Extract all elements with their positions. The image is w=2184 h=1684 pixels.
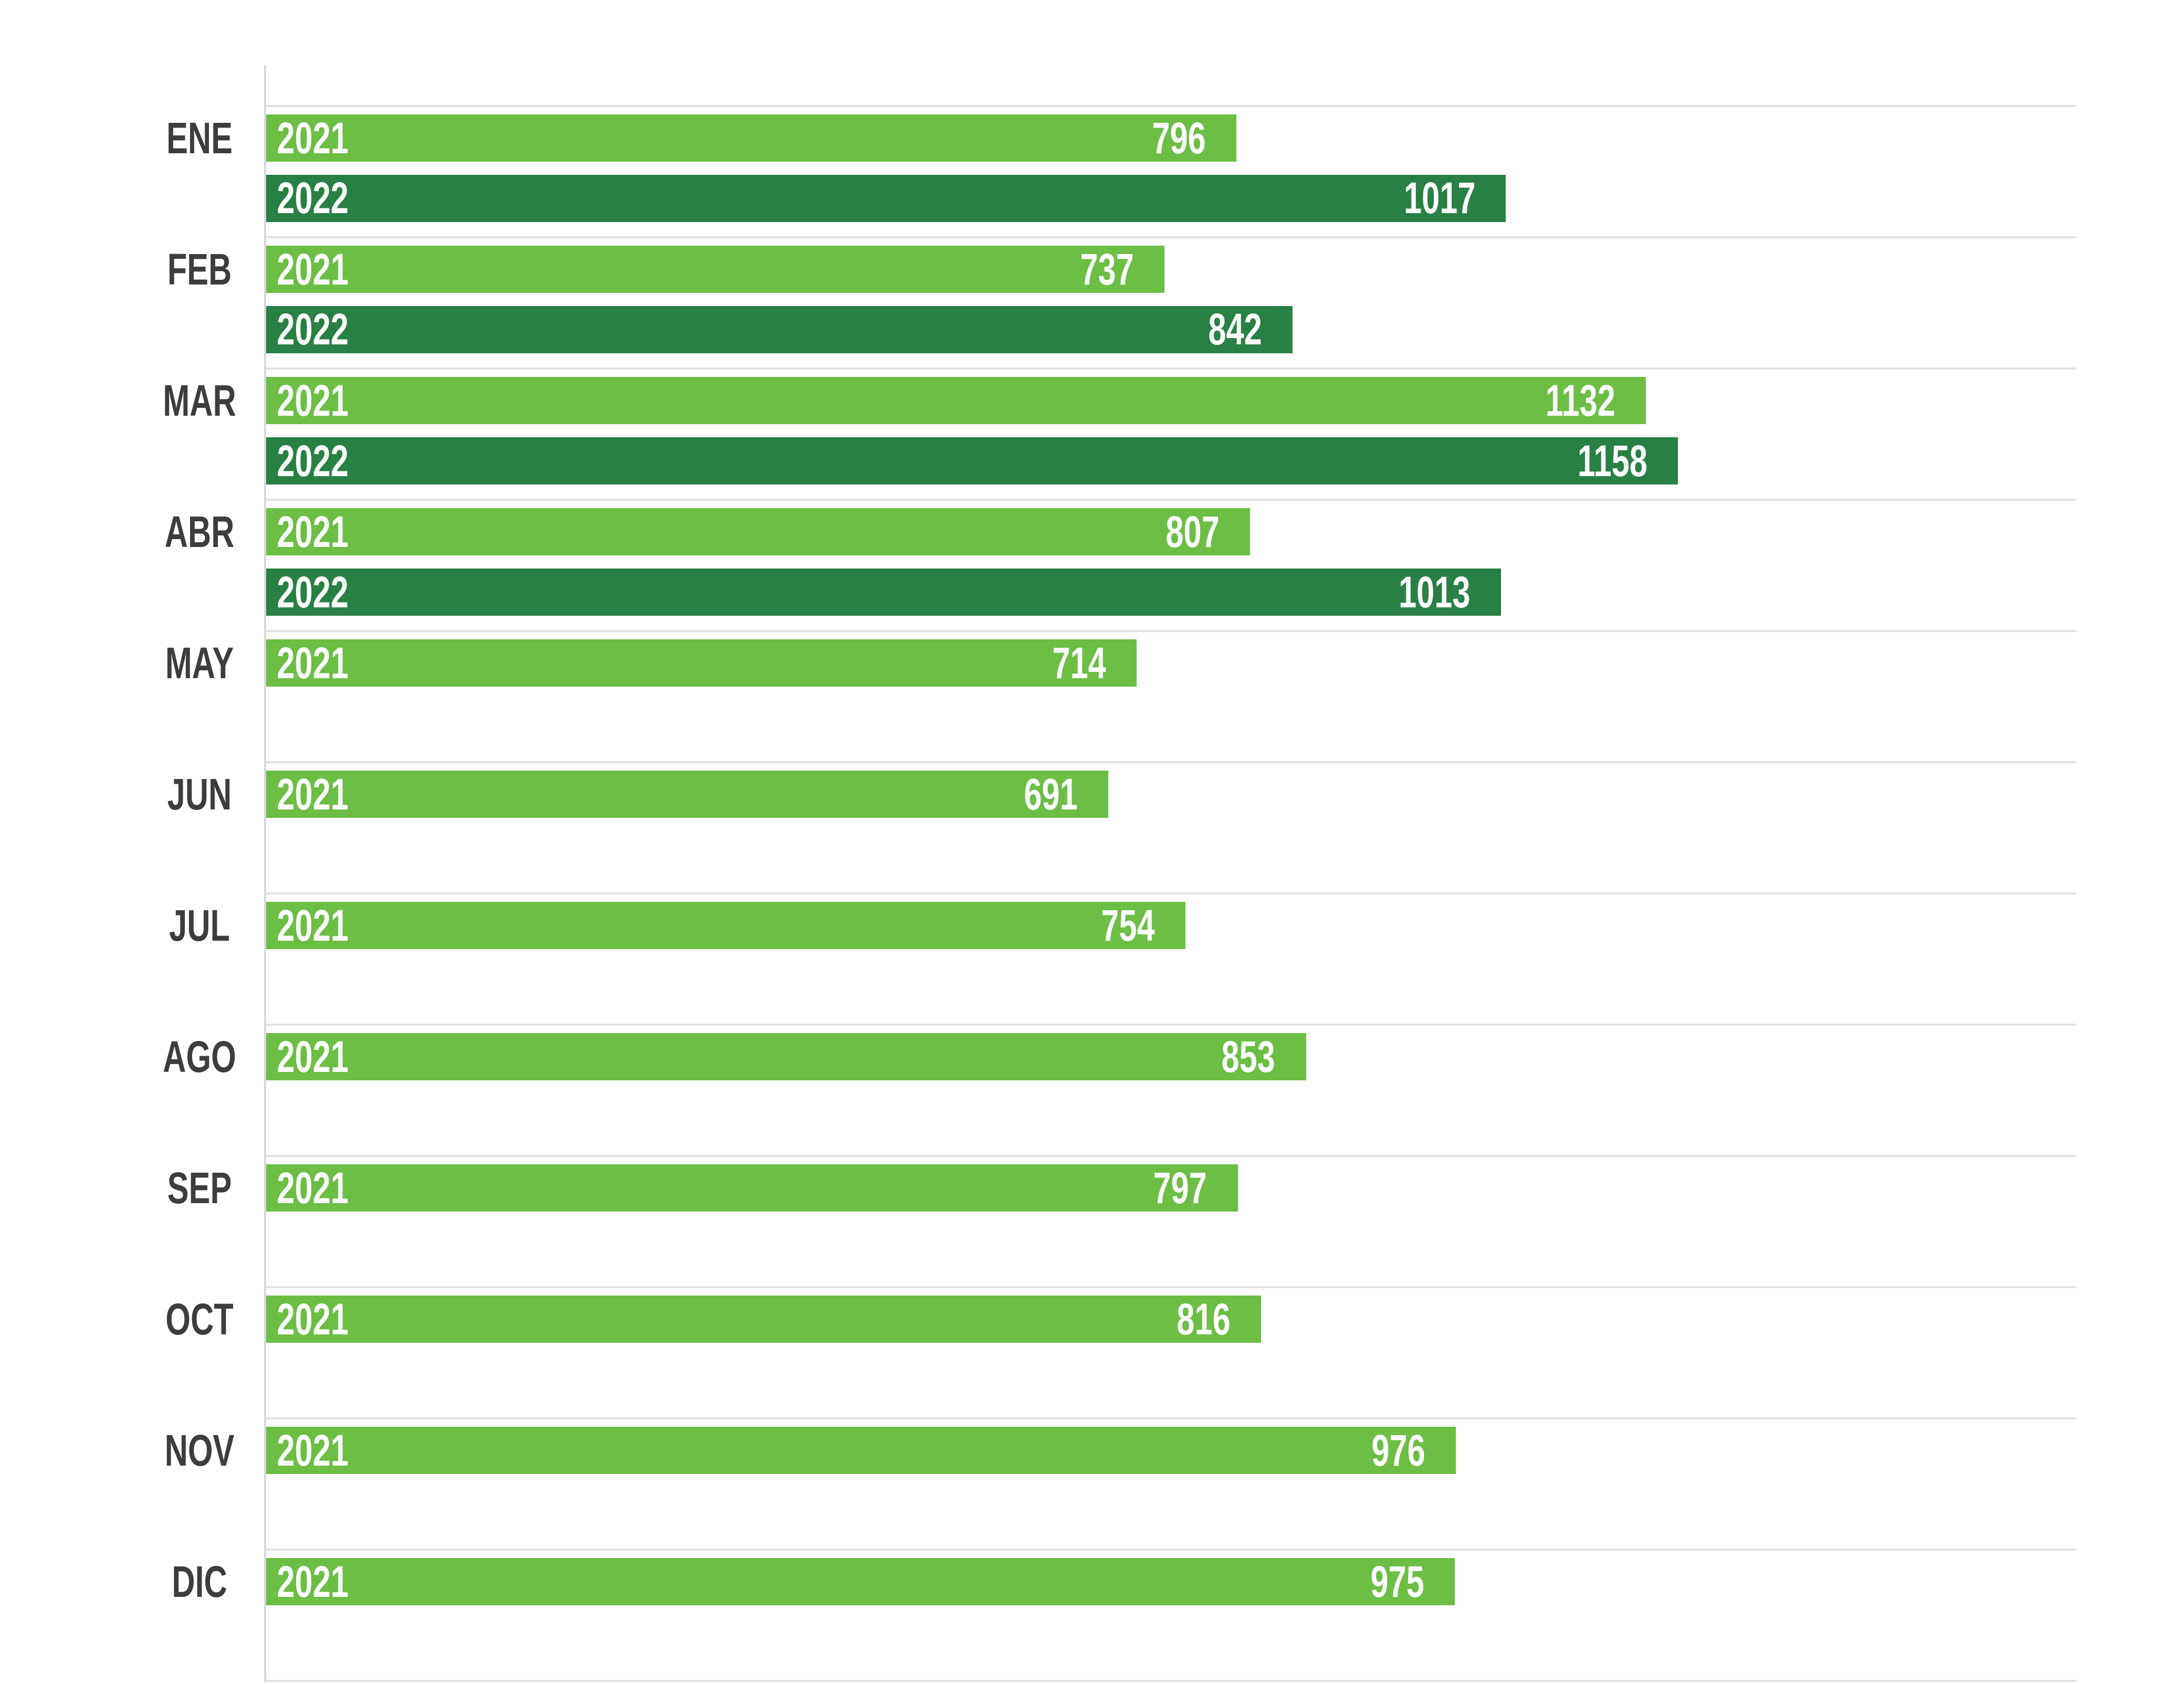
month-row: SEP 2021 797 [167,1155,2077,1286]
bar-value-label: 975 [1370,1556,1424,1606]
y-axis-month-label: ABR [164,507,235,556]
bar-value-label: 1013 [1399,567,1471,617]
bar-2022: 2022 1158 [266,436,1678,486]
y-axis-month-label: FEB [167,244,232,294]
month-row: AGO 2021 853 [163,1024,2077,1155]
bar-value-label: 797 [1153,1163,1208,1213]
month-row: JUN 2021 691 [167,761,2077,892]
bar-2021: 2021 807 [266,507,1250,556]
bar-value-label: 737 [1080,244,1134,294]
bar-2021: 2021 1132 [266,375,1646,425]
bar-series-year-label: 2021 [277,1556,349,1606]
bar-value-label: 976 [1371,1425,1425,1475]
month-row: JUL 2021 754 [169,892,2077,1024]
month-row: DIC 2021 975 [172,1549,2077,1680]
y-axis-month-label: MAY [165,638,234,688]
month-row: ABR 2021 807 2022 1013 [165,499,2077,630]
y-axis-month-label: DIC [172,1556,227,1606]
y-axis-month-label: AGO [163,1032,236,1081]
bar-series-year-label: 2021 [277,769,349,819]
y-axis-line [264,65,267,1683]
bar-2021: 2021 853 [266,1032,1306,1081]
bar-series-year-label: 2021 [277,507,349,556]
bar-value-label: 796 [1152,113,1206,163]
bar-series-year-label: 2021 [277,1032,349,1081]
bar-series-year-label: 2021 [277,113,349,163]
bar-value-label: 1158 [1577,436,1647,486]
y-axis-month-label: MAR [163,375,236,425]
bar-2021: 2021 975 [266,1556,1455,1606]
bar-2021: 2021 714 [266,638,1137,688]
bar-series-year-label: 2021 [277,1425,349,1475]
bar-series-year-label: 2021 [277,375,349,425]
y-axis-month-label: JUL [169,900,230,950]
bar-value-label: 714 [1052,638,1106,688]
month-row: OCT 2021 816 [165,1286,2077,1417]
y-axis-month-label: JUN [167,769,232,819]
bar-series-year-label: 2022 [277,436,349,486]
bar-value-label: 853 [1221,1032,1276,1081]
bar-series-year-label: 2021 [277,244,349,294]
bar-2021: 2021 816 [266,1294,1261,1344]
bar-2021: 2021 797 [266,1163,1238,1213]
bar-2021: 2021 796 [266,113,1237,163]
bar-value-label: 691 [1024,769,1078,819]
bar-value-label: 754 [1101,900,1155,950]
bar-2021: 2021 691 [266,769,1109,819]
y-axis-month-label: OCT [165,1294,234,1344]
bar-2021: 2021 976 [266,1425,1456,1475]
y-axis-month-label: NOV [164,1425,235,1475]
bar-series-year-label: 2022 [277,567,349,617]
bar-value-label: 1132 [1545,375,1616,425]
bar-series-year-label: 2021 [277,1294,349,1344]
bar-series-year-label: 2022 [277,173,349,223]
bar-value-label: 1017 [1403,173,1475,223]
bar-value-label: 842 [1208,304,1262,354]
month-row: NOV 2021 976 [165,1417,2077,1549]
y-axis-month-label: SEP [167,1163,232,1213]
bar-value-label: 807 [1166,507,1220,556]
y-axis-month-label: ENE [166,113,233,163]
bar-2021: 2021 754 [266,900,1185,950]
month-row: ENE 2021 796 2022 1017 [166,105,2077,236]
bar-chart-plot-area: ENE 2021 796 2022 1017 FEB 2021 737 2022 842 MAR 20… [163,105,2077,1682]
month-row: MAY 2021 714 [165,630,2077,761]
bar-series-year-label: 2021 [277,900,349,950]
bar-value-label: 816 [1176,1294,1231,1344]
bar-series-year-label: 2021 [277,638,349,688]
bar-2021: 2021 737 [266,244,1165,294]
bar-series-year-label: 2021 [277,1163,349,1213]
bar-2022: 2022 1017 [266,173,1506,223]
bar-2022: 2022 842 [266,304,1293,354]
bar-2022: 2022 1013 [266,567,1502,617]
month-row: MAR 2021 1132 2022 1158 [163,367,2077,499]
month-row: FEB 2021 737 2022 842 [167,236,2077,367]
bar-series-year-label: 2022 [277,304,349,354]
